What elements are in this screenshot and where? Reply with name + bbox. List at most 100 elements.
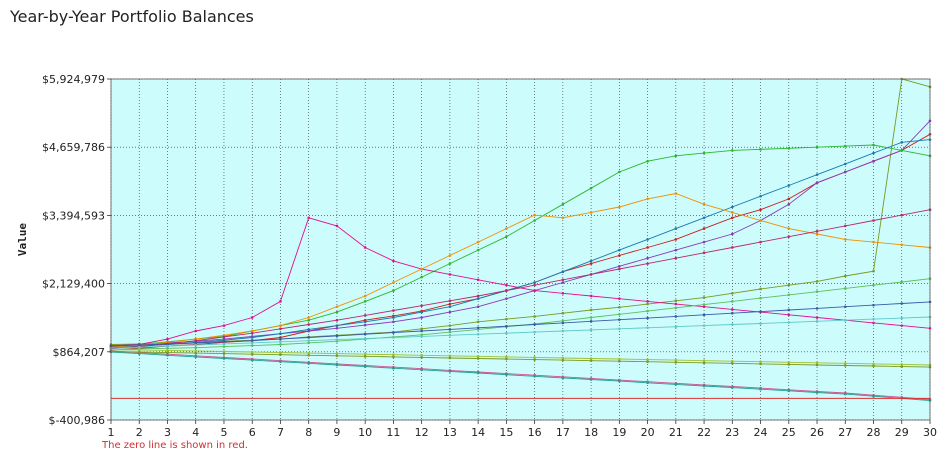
series-point xyxy=(137,343,141,347)
series-point xyxy=(335,324,339,327)
series-point xyxy=(872,317,875,321)
series-point xyxy=(646,360,649,364)
series-point xyxy=(222,335,226,339)
series-point xyxy=(505,235,508,238)
series-point xyxy=(222,352,226,355)
series-point xyxy=(476,294,480,298)
series-point xyxy=(392,331,395,334)
series-point xyxy=(505,283,508,287)
series-point xyxy=(674,248,678,252)
series-point xyxy=(646,262,649,265)
series-point xyxy=(815,307,819,310)
x-tick-label: 8 xyxy=(305,426,312,439)
series-point xyxy=(646,159,649,163)
series-point xyxy=(505,289,508,292)
series-point xyxy=(759,148,762,151)
series-point xyxy=(674,302,678,306)
series-point xyxy=(420,329,423,333)
series-point xyxy=(674,383,678,386)
series-point xyxy=(702,305,706,309)
series-point xyxy=(759,360,762,364)
series-point xyxy=(363,332,367,336)
series-point xyxy=(815,361,819,365)
series-point xyxy=(646,316,649,320)
series-point xyxy=(702,203,706,206)
series-point xyxy=(618,305,621,309)
series-point xyxy=(589,259,593,263)
series-point xyxy=(702,216,706,220)
series-line xyxy=(110,316,931,349)
series-point xyxy=(222,345,226,348)
series-point xyxy=(279,353,282,357)
series-line xyxy=(110,351,931,368)
series-point xyxy=(759,362,762,366)
series-point xyxy=(476,297,480,300)
series-point xyxy=(476,320,480,324)
x-tick-label: 18 xyxy=(584,426,598,439)
series-point xyxy=(702,296,706,299)
series-point xyxy=(759,310,762,313)
series-point xyxy=(787,293,791,297)
series-point xyxy=(843,238,847,241)
series-point xyxy=(900,363,904,366)
series-point xyxy=(900,149,904,152)
series-point xyxy=(787,389,791,393)
series-point xyxy=(420,335,423,338)
series-point xyxy=(194,329,198,333)
series-point xyxy=(618,357,621,361)
series-point xyxy=(166,346,169,350)
series-point xyxy=(646,256,649,260)
series-point xyxy=(561,203,565,206)
series-point xyxy=(589,186,593,190)
series-point xyxy=(250,358,254,362)
series-point xyxy=(900,280,904,284)
y-tick-label: $5,924,979 xyxy=(42,73,105,86)
series-point xyxy=(250,329,254,333)
series-point xyxy=(618,170,621,174)
series-point xyxy=(646,309,649,313)
series-point xyxy=(363,320,367,324)
series-point xyxy=(618,359,621,363)
x-tick-label: 22 xyxy=(697,426,711,439)
series-point xyxy=(561,376,565,380)
series-point xyxy=(702,303,706,306)
series-point xyxy=(646,381,649,385)
series-point xyxy=(307,339,310,343)
series-point xyxy=(872,143,875,147)
x-tick-label: 17 xyxy=(556,426,570,439)
series-point xyxy=(476,371,480,375)
series-point xyxy=(589,320,593,323)
series-point xyxy=(561,278,565,282)
series-point xyxy=(420,368,423,372)
series-point xyxy=(843,274,847,278)
series-point xyxy=(815,173,819,176)
x-tick-label: 10 xyxy=(358,426,372,439)
series-point xyxy=(674,306,678,310)
series-point xyxy=(363,323,367,327)
series-point xyxy=(420,316,423,319)
x-tick-label: 25 xyxy=(782,426,796,439)
series-point xyxy=(815,145,819,149)
series-point xyxy=(731,362,734,365)
series-point xyxy=(815,363,819,367)
series-point xyxy=(363,294,367,298)
series-point xyxy=(533,315,536,318)
series-point xyxy=(194,339,198,343)
series-point xyxy=(759,240,762,244)
series-point xyxy=(476,305,480,309)
series-point xyxy=(307,353,310,357)
series-point xyxy=(731,211,734,214)
series-point xyxy=(335,327,339,330)
series-point xyxy=(589,294,593,298)
x-tick-label: 28 xyxy=(867,426,881,439)
series-point xyxy=(250,341,254,345)
series-point xyxy=(392,289,395,292)
series-point xyxy=(448,370,452,373)
series-point xyxy=(759,322,762,325)
series-point xyxy=(702,151,706,155)
series-line xyxy=(110,193,931,348)
series-line xyxy=(110,350,931,400)
series-point xyxy=(759,387,762,391)
series-point xyxy=(815,391,819,394)
